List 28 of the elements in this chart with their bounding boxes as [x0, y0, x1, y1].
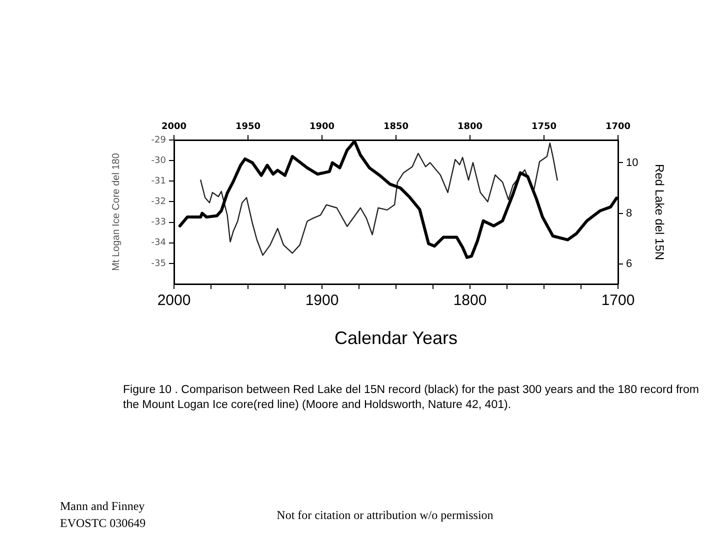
- x-tick-label: 1800: [453, 292, 487, 310]
- y2-axis-title: Red Lake del 15N: [652, 164, 666, 260]
- y-tick-label: -35: [151, 258, 166, 269]
- y-axis-title: Mt Logan Ice Core del 180: [110, 152, 122, 271]
- text: EVOSTC 030649: [60, 516, 147, 532]
- text: Not for citation or attribution w/o permission: [276, 508, 494, 524]
- x2-tick-label: 1800: [457, 122, 483, 132]
- y2-tick-label: 6: [626, 258, 632, 270]
- x-tick-label: 1700: [601, 292, 635, 310]
- y-tick-label: -29: [151, 135, 166, 146]
- x2-tick-label: 1850: [383, 122, 409, 132]
- y-tick-label: -34: [151, 238, 166, 248]
- x2-tick-label: 1900: [309, 122, 335, 132]
- x-tick-label: 2000: [157, 292, 191, 310]
- y-tick-label: -31: [151, 176, 166, 186]
- x-axis-title: Calendar Years: [334, 328, 458, 348]
- x-tick-label: 1900: [305, 292, 339, 310]
- y2-tick-label: 8: [626, 207, 632, 220]
- x2-tick-label: 1750: [531, 122, 557, 132]
- text: Mann and Finney: [60, 499, 146, 515]
- x2-tick-label: 1700: [605, 122, 631, 132]
- y-tick-label: -33: [151, 218, 166, 228]
- x2-tick-label: 2000: [161, 122, 187, 132]
- y2-tick-label: 10: [626, 156, 638, 169]
- y-tick-label: -32: [151, 197, 166, 208]
- y-tick-label: -30: [151, 156, 166, 166]
- caption: Figure 10 . Comparison between Red Lake del 15N record (black) for the past 300 years and the 180 record from the Mount Logan Ice core(red line) (Moore and Holdsworth, Nature 42, 401).: [123, 383, 700, 413]
- x2-tick-label: 1950: [235, 122, 261, 132]
